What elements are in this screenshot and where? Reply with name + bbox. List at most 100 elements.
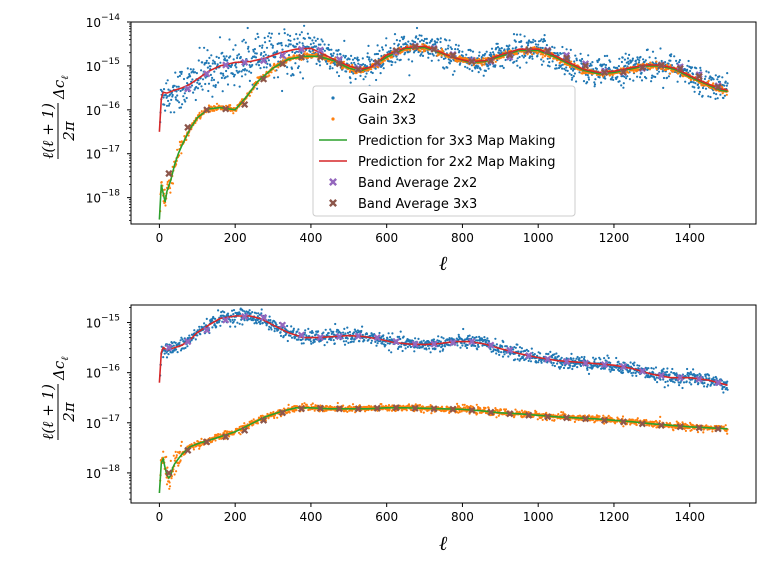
- top-gain-2x2-point: [348, 58, 351, 61]
- bottom-gain-2x2-point: [332, 330, 335, 333]
- bottom-gain-2x2-point: [533, 353, 536, 356]
- top-gain-2x2-point: [477, 71, 480, 74]
- bottom-gain-2x2-point: [290, 325, 293, 328]
- top-gain-2x2-point: [290, 74, 293, 77]
- top-gain-3x3-point: [176, 148, 179, 151]
- top-gain-2x2-point: [289, 39, 292, 42]
- top-gain-2x2-point: [306, 32, 309, 35]
- bottom-gain-2x2-point: [708, 377, 711, 380]
- top-gain-2x2-point: [176, 99, 179, 102]
- bottom-gain-2x2-point: [165, 356, 169, 359]
- bottom-gain-2x2-point: [363, 339, 366, 342]
- top-gain-2x2-point: [431, 38, 434, 41]
- bottom-gain-2x2-point: [462, 327, 465, 331]
- top-gain-2x2-point: [565, 66, 568, 69]
- top-gain-2x2-point: [718, 75, 721, 78]
- top-gain-2x2-point: [590, 64, 593, 67]
- bottom-gain-2x2-point: [712, 376, 715, 379]
- top-gain-2x2-point: [198, 46, 201, 49]
- bottom-gain-2x2-point: [313, 340, 316, 343]
- bottom-gain-2x2-point: [391, 332, 394, 335]
- top-gain-2x2-point: [273, 76, 276, 79]
- bottom-gain-2x2-point: [167, 353, 170, 356]
- top-gain-2x2-point: [723, 84, 726, 87]
- top-gain-2x2-point: [712, 78, 715, 81]
- top-gain-2x2-point: [168, 102, 171, 105]
- top-gain-3x3-point: [459, 60, 462, 63]
- bottom-gain-2x2-point: [296, 330, 299, 333]
- top-y-tick-exponent: −15: [101, 57, 120, 67]
- top-gain-2x2-point: [436, 41, 439, 44]
- top-gain-2x2-point: [676, 80, 679, 83]
- bottom-gain-2x2-point: [273, 327, 276, 330]
- bottom-gain-2x2-point: [175, 348, 178, 351]
- top-gain-3x3-point: [171, 182, 175, 185]
- bottom-gain-2x2-point: [243, 310, 246, 313]
- top-gain-2x2-point: [192, 91, 195, 94]
- top-gain-2x2-point: [429, 52, 432, 55]
- top-gain-2x2-point: [239, 55, 242, 59]
- top-gain-2x2-point: [715, 93, 718, 96]
- top-gain-2x2-point: [437, 38, 440, 41]
- bottom-gain-2x2-point: [578, 357, 581, 360]
- top-gain-2x2-point: [384, 44, 387, 47]
- top-gain-2x2-point: [248, 64, 251, 67]
- top-gain-2x2-point: [380, 54, 383, 58]
- top-gain-2x2-point: [206, 49, 209, 52]
- top-gain-2x2-point: [162, 88, 166, 91]
- top-gain-2x2-point: [176, 75, 180, 78]
- bottom-gain-2x2-point: [414, 337, 417, 340]
- bottom-gain-2x2-point: [332, 339, 335, 342]
- bottom-gain-2x2-point: [387, 349, 391, 352]
- top-gain-2x2-point: [381, 48, 384, 51]
- top-gain-2x2-point: [183, 92, 186, 95]
- top-gain-2x2-point: [191, 78, 194, 81]
- top-gain-2x2-point: [518, 55, 521, 59]
- top-gain-2x2-point: [245, 69, 248, 72]
- top-x-tick-label: 1200: [599, 231, 630, 245]
- top-gain-2x2-point: [286, 66, 289, 69]
- top-gain-2x2-point: [446, 66, 449, 69]
- bottom-gain-2x2-point: [211, 319, 214, 322]
- bottom-gain-2x2-point: [551, 364, 554, 367]
- top-gain-2x2-point: [686, 64, 689, 67]
- bottom-gain-2x2-point: [571, 367, 574, 371]
- bottom-gain-2x2-point: [384, 343, 387, 347]
- top-gain-2x2-point: [627, 62, 630, 65]
- top-gain-2x2-point: [303, 24, 306, 27]
- top-gain-2x2-point: [254, 37, 257, 41]
- top-gain-2x2-point: [573, 60, 576, 63]
- top-gain-2x2-point: [292, 74, 295, 77]
- top-gain-2x2-point: [471, 69, 474, 72]
- bottom-gain-2x2-point: [193, 329, 196, 332]
- top-gain-2x2-point: [316, 37, 319, 41]
- bottom-gain-2x2-point: [635, 374, 638, 377]
- top-gain-2x2-point: [665, 76, 669, 79]
- top-gain-2x2-point: [176, 94, 179, 97]
- bottom-gain-2x2-point: [344, 332, 347, 335]
- bottom-gain-2x2-point: [241, 323, 244, 326]
- bottom-gain-2x2-point: [386, 337, 389, 340]
- top-gain-2x2-point: [197, 59, 200, 62]
- top-gain-2x2-point: [236, 54, 239, 57]
- top-gain-2x2-point: [516, 64, 519, 67]
- top-gain-2x2-point: [256, 87, 259, 90]
- bottom-gain-2x2-point: [579, 364, 583, 368]
- bottom-gain-2x2-point: [527, 359, 530, 362]
- top-gain-2x2-point: [207, 62, 210, 65]
- top-gain-2x2-point: [478, 54, 481, 57]
- bottom-gain-3x3-point: [162, 450, 165, 453]
- top-gain-2x2-point: [179, 89, 182, 93]
- bottom-gain-2x2-point: [516, 343, 519, 346]
- top-gain-2x2-point: [603, 63, 606, 66]
- bottom-gain-2x2-point: [300, 342, 303, 345]
- bottom-gain-2x2-point: [186, 345, 189, 348]
- top-gain-2x2-point: [669, 55, 672, 58]
- top-gain-2x2-point: [307, 45, 310, 49]
- bottom-gain-2x2-point: [296, 338, 300, 341]
- top-gain-2x2-point: [609, 60, 612, 63]
- bottom-gain-3x3-point: [175, 454, 178, 457]
- bottom-gain-2x2-point: [365, 332, 369, 336]
- top-gain-3x3-point: [300, 58, 303, 62]
- top-gain-3x3-point: [213, 109, 216, 112]
